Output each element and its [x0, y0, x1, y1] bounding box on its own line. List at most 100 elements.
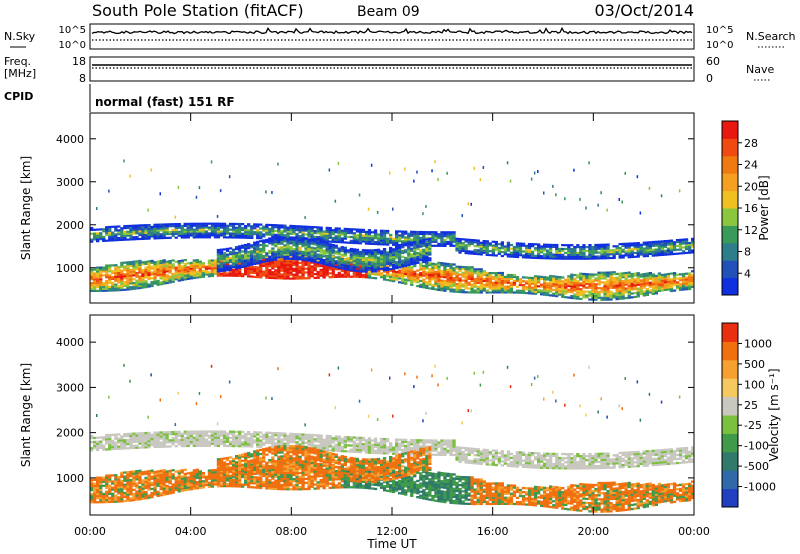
velocity-cell: [117, 476, 121, 479]
velocity-cell: [135, 492, 139, 495]
power-cell: [235, 255, 239, 258]
power-cell: [609, 290, 613, 293]
power-cell: [533, 288, 538, 291]
power-cell: [597, 283, 601, 286]
power-cell: [434, 280, 438, 283]
power-cell: [518, 246, 523, 249]
velocity-cell: [168, 492, 172, 495]
velocity-cell: [132, 492, 136, 496]
power-cell: [99, 278, 103, 281]
power-cell: [292, 277, 296, 280]
velocity-cell: [165, 478, 169, 481]
velocity-cell: [117, 492, 121, 495]
power-cell: [159, 233, 163, 236]
power-cell: [283, 236, 287, 239]
velocity-cell: [99, 478, 103, 481]
power-cell: [392, 237, 396, 241]
power-cell: [389, 277, 393, 280]
power-cell: [618, 286, 622, 289]
velocity-cell: [105, 492, 109, 496]
power-cell: [446, 282, 450, 285]
velocity-cell: [96, 490, 100, 494]
power-cell: [117, 281, 121, 284]
power-cell: [253, 259, 257, 262]
power-cell: [440, 279, 444, 282]
power-cell: [144, 282, 148, 285]
power-cell: [250, 246, 254, 249]
power-cell: [201, 262, 205, 265]
power-cell: [228, 256, 233, 260]
power-cell: [624, 252, 628, 255]
power-cell: [410, 247, 414, 250]
power-cell: [90, 272, 94, 275]
power-cell: [627, 287, 631, 290]
colorbar-tick-label: 4: [744, 267, 751, 280]
power-cell: [657, 252, 662, 255]
velocity-cell: [147, 470, 151, 473]
power-cell: [156, 260, 160, 263]
power-cell: [567, 253, 571, 256]
velocity-cell: [153, 479, 157, 482]
power-cell: [150, 284, 154, 288]
power-cell: [259, 251, 263, 254]
power-cell: [171, 259, 175, 262]
power-cell: [503, 277, 507, 280]
power-cell: [395, 238, 399, 241]
velocity-cell: [126, 499, 130, 502]
power-cell: [579, 288, 583, 291]
velocity-cell: [192, 487, 196, 490]
power-cell: [301, 243, 305, 246]
power-cell: [675, 287, 680, 290]
power-cell: [558, 255, 562, 258]
power-cell: [654, 248, 658, 251]
power-heatmap: [90, 159, 695, 301]
power-cell: [274, 273, 278, 276]
power-cell: [259, 264, 263, 267]
power-cell: [428, 269, 432, 273]
power-cell: [147, 260, 151, 263]
velocity-cell: [153, 483, 157, 486]
velocity-cell: [141, 481, 145, 484]
power-cell: [265, 238, 269, 241]
power-cell: [382, 241, 387, 244]
power-cell: [183, 228, 187, 231]
power-cell: [289, 265, 293, 269]
power-cell: [618, 246, 622, 250]
power-cell: [395, 266, 399, 270]
power-cell: [126, 274, 130, 278]
power-cell: [241, 236, 245, 239]
power-cell: [449, 263, 453, 266]
power-cell: [570, 244, 574, 247]
power-cell: [283, 238, 287, 241]
velocity-cell: [138, 487, 142, 491]
power-cell: [382, 231, 387, 234]
colorbar-tick-label: 16: [744, 202, 758, 215]
velocity-cell: [138, 494, 142, 497]
power-cell: [235, 270, 239, 273]
power-cell: [102, 230, 106, 233]
power-cell: [434, 267, 438, 270]
power-cell: [413, 258, 417, 261]
velocity-cell: [153, 433, 157, 436]
power-cell: [334, 256, 338, 259]
power-cell: [274, 259, 278, 262]
power-cell: [624, 297, 628, 300]
power-cell: [343, 273, 347, 276]
power-cell: [558, 253, 562, 256]
power-cell: [376, 273, 381, 276]
power-cell: [189, 228, 193, 231]
power-cell: [506, 245, 511, 248]
power-cell: [213, 228, 218, 231]
velocity-cell: [105, 490, 109, 493]
velocity-cell: [135, 444, 139, 447]
power-cell: [180, 230, 184, 233]
power-cell: [99, 238, 103, 241]
velocity-cell: [111, 492, 115, 495]
power-cell: [310, 240, 314, 243]
power-cell: [132, 238, 136, 241]
power-cell: [600, 289, 604, 292]
velocity-cell: [147, 472, 151, 475]
power-cell: [422, 234, 426, 238]
velocity-cell: [114, 494, 118, 497]
power-cell: [437, 244, 441, 247]
